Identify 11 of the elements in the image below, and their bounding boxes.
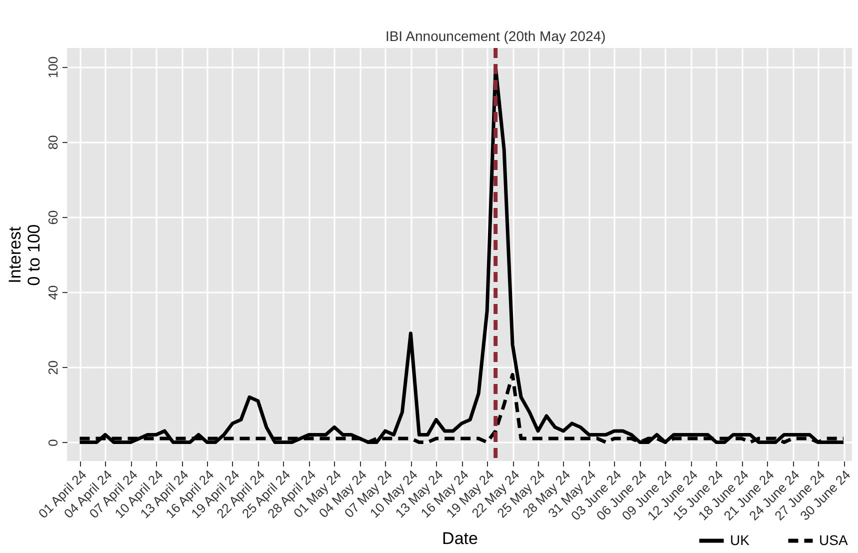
legend-label: USA (819, 532, 848, 548)
y-tick-label: 0 (46, 439, 60, 446)
y-tick-label: 40 (46, 285, 60, 300)
x-axis-title: Date (442, 529, 478, 548)
y-tick-label: 60 (46, 210, 60, 225)
ref-line-label: IBI Announcement (20th May 2024) (385, 28, 606, 44)
y-tick-label: 100 (46, 56, 60, 78)
y-tick-label: 80 (46, 135, 60, 150)
y-axis-title: Interest 0 to 100 (6, 224, 44, 286)
legend-label: UK (730, 532, 750, 548)
y-tick-label: 20 (46, 360, 60, 375)
